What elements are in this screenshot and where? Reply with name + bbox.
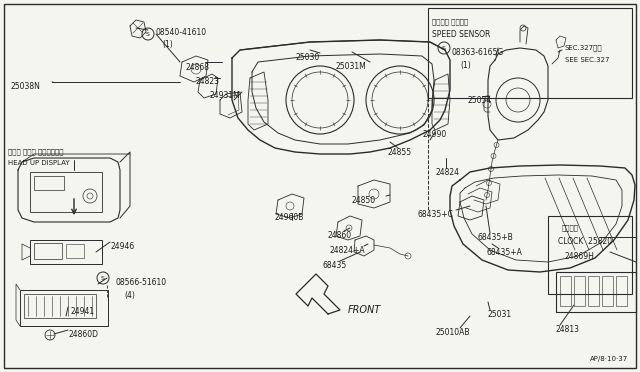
Text: 25031: 25031 [488,310,512,319]
Text: SEE SEC.327: SEE SEC.327 [565,57,609,63]
Text: S: S [442,45,446,51]
Text: フロック: フロック [562,224,579,231]
Text: S: S [146,32,150,36]
Text: 24813: 24813 [556,325,580,334]
Bar [24,294,96,318]
Text: 24824+A: 24824+A [330,246,365,255]
Text: ヘッド アップ ディスプレー: ヘッド アップ ディスプレー [8,148,63,155]
Bar [616,276,627,306]
Text: 25031M: 25031M [336,62,367,71]
Text: 24990: 24990 [423,130,447,139]
Text: CLOCK  25820: CLOCK 25820 [558,237,612,246]
Bar [34,243,62,259]
Text: スピード センサー: スピード センサー [432,18,468,25]
Text: 24824: 24824 [436,168,460,177]
Bar [588,276,599,306]
Bar [560,276,571,306]
Text: 24941: 24941 [70,307,94,316]
Text: 68435+B: 68435+B [478,233,514,242]
Bar [30,172,102,212]
Text: (1): (1) [460,61,471,70]
Bar [20,290,108,326]
Text: 24860: 24860 [328,231,352,240]
Text: 24868: 24868 [186,63,210,72]
Bar [556,272,636,312]
Text: 24946: 24946 [110,242,134,251]
Bar [428,8,632,98]
Bar [66,244,84,258]
Text: AP/8·10·37: AP/8·10·37 [590,356,628,362]
Text: HEAD UP DISPLAY: HEAD UP DISPLAY [8,160,70,166]
Text: 25054: 25054 [468,96,492,105]
Text: 24823: 24823 [195,77,219,86]
Text: FRONT: FRONT [348,305,381,315]
Bar [548,216,632,294]
Text: 68435+A: 68435+A [487,248,523,257]
Text: 08363-6165G: 08363-6165G [452,48,504,57]
Text: 24869H: 24869H [565,252,595,261]
Bar [30,240,102,264]
Text: 68435: 68435 [323,261,348,270]
Text: 25030: 25030 [296,53,320,62]
Text: (4): (4) [124,291,135,300]
Text: 68435+C: 68435+C [418,210,454,219]
Text: 25010AB: 25010AB [436,328,470,337]
Text: 08540-41610: 08540-41610 [155,28,206,37]
Text: SEC.327参照: SEC.327参照 [565,44,603,51]
Bar [34,176,64,190]
Text: S: S [101,276,105,280]
Text: SPEED SENSOR: SPEED SENSOR [432,30,490,39]
Bar [574,276,585,306]
Text: 25038N: 25038N [10,82,40,91]
Text: 24860D: 24860D [68,330,98,339]
Text: 24855: 24855 [388,148,412,157]
Text: (1): (1) [162,40,173,49]
Text: 08566-51610: 08566-51610 [115,278,166,287]
Bar [602,276,613,306]
Text: 24931M: 24931M [210,91,241,100]
Text: 24960B: 24960B [275,213,305,222]
Text: 24850: 24850 [352,196,376,205]
